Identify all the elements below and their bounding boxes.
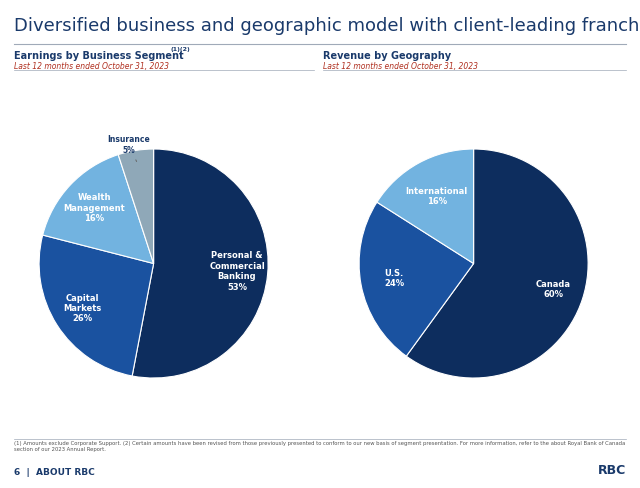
Text: Capital
Markets
26%: Capital Markets 26% [64, 293, 102, 324]
Text: 6  |  ABOUT RBC: 6 | ABOUT RBC [14, 468, 95, 477]
Text: Last 12 months ended October 31, 2023: Last 12 months ended October 31, 2023 [323, 62, 478, 71]
Wedge shape [377, 149, 474, 264]
Text: Diversified business and geographic model with client-leading franchises: Diversified business and geographic mode… [14, 17, 640, 35]
Wedge shape [39, 235, 154, 376]
Text: U.S.
24%: U.S. 24% [384, 269, 404, 288]
Text: International
16%: International 16% [406, 186, 468, 206]
Text: RBC: RBC [598, 464, 626, 477]
Text: Revenue by Geography: Revenue by Geography [323, 51, 451, 61]
Wedge shape [132, 149, 268, 378]
Text: (1) Amounts exclude Corporate Support. (2) Certain amounts have been revised fro: (1) Amounts exclude Corporate Support. (… [14, 441, 625, 452]
Wedge shape [43, 155, 154, 264]
Text: Personal &
Commercial
Banking
53%: Personal & Commercial Banking 53% [209, 251, 265, 291]
Wedge shape [406, 149, 588, 378]
Text: Last 12 months ended October 31, 2023: Last 12 months ended October 31, 2023 [14, 62, 169, 71]
Text: Insurance
5%: Insurance 5% [107, 135, 150, 162]
Wedge shape [118, 149, 154, 264]
Text: Canada
60%: Canada 60% [536, 280, 571, 299]
Wedge shape [359, 202, 474, 356]
Text: Earnings by Business Segment: Earnings by Business Segment [14, 51, 184, 61]
Text: (1)(2): (1)(2) [171, 47, 191, 52]
Text: Wealth
Management
16%: Wealth Management 16% [64, 193, 125, 223]
